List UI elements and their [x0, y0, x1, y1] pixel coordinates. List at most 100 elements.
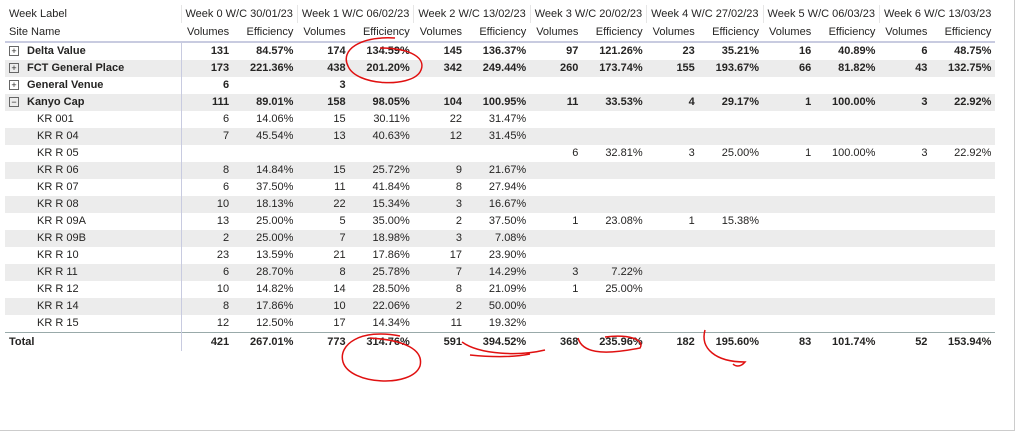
value-cell	[698, 264, 764, 281]
expander[interactable]: +	[9, 80, 19, 91]
value-cell	[815, 179, 879, 196]
value-cell: 221.36%	[233, 60, 298, 77]
site-cell: KR R 09B	[5, 230, 182, 247]
value-cell: 22.92%	[931, 94, 996, 111]
value-cell	[931, 213, 995, 230]
site-cell: KR R 11	[5, 264, 182, 281]
value-cell: 16.67%	[465, 196, 531, 213]
site-cell: KR R 06	[5, 162, 182, 179]
value-cell	[763, 230, 816, 247]
value-cell: 17	[449, 249, 462, 261]
value-cell: 2	[181, 230, 234, 247]
expander[interactable]: −	[9, 97, 19, 108]
value-cell: 1	[572, 215, 579, 227]
value-cell: 25.72%	[349, 162, 414, 179]
site-cell: KR R 14	[5, 298, 182, 315]
value-cell	[530, 247, 582, 264]
value-cell	[879, 196, 932, 213]
week-header: Week 5 W/C 06/03/23	[762, 5, 880, 23]
value-cell	[466, 145, 530, 162]
value-cell	[931, 281, 995, 298]
value-cell	[181, 145, 233, 162]
expander[interactable]: +	[9, 63, 19, 74]
value-cell: 3	[688, 147, 695, 159]
data-row: KR 001 6 14.06% 15 30.11% 22 31.47%	[5, 111, 995, 128]
value-cell: 201.20%	[349, 60, 414, 77]
site-name: KR R 09B	[37, 232, 86, 244]
value-cell: 3	[339, 79, 346, 91]
site-cell: − Kanyo Cap	[5, 94, 182, 111]
value-cell	[530, 162, 583, 179]
value-cell: 3	[921, 147, 928, 159]
value-cell	[815, 128, 880, 145]
value-cell: 6	[921, 45, 928, 57]
value-cell: 21.09%	[488, 283, 527, 295]
value-cell: 16	[798, 45, 812, 57]
value-cell: 35.21%	[721, 45, 760, 57]
value-cell	[763, 162, 816, 179]
value-cell: 136.37%	[482, 45, 527, 57]
value-cell: 81.82%	[815, 60, 880, 77]
measure-header: Efficiency	[931, 23, 996, 43]
value-cell	[699, 179, 763, 196]
value-cell: 6	[223, 79, 230, 91]
value-cell: 13	[297, 128, 350, 145]
value-cell	[646, 196, 699, 213]
value-cell: 48.75%	[954, 45, 992, 57]
total-cell: 101.74%	[815, 332, 880, 351]
value-cell	[647, 315, 699, 333]
site-cell: KR 001	[5, 111, 182, 128]
value-cell: 7	[413, 264, 466, 281]
value-cell: 14.34%	[372, 317, 410, 329]
value-cell: 6	[181, 264, 234, 281]
week-header: Week 0 W/C 30/01/23	[180, 5, 298, 23]
value-cell	[763, 315, 815, 333]
total-cell: 83	[763, 332, 816, 351]
site-name: Kanyo Cap	[27, 96, 85, 108]
value-cell	[763, 196, 816, 213]
total-cell: 153.94%	[931, 332, 996, 351]
value-cell: 50.00%	[465, 298, 531, 315]
value-cell: 155	[646, 60, 699, 77]
measure-header: Volumes	[413, 23, 466, 43]
value-cell: 21	[333, 249, 346, 261]
data-row: KR R 15 12 12.50% 17 14.34% 11 19.32%	[5, 315, 995, 333]
measure-header: Volumes	[879, 23, 932, 43]
value-cell: 19.32%	[488, 317, 527, 329]
site-name: KR R 12	[37, 283, 79, 295]
expander[interactable]: +	[9, 46, 19, 57]
value-cell: 7.08%	[465, 230, 531, 247]
value-cell	[815, 230, 880, 247]
value-cell	[699, 247, 763, 264]
week-header: Week 6 W/C 13/03/23	[878, 5, 996, 23]
value-cell	[699, 281, 763, 298]
site-cell: KR R 08	[5, 196, 182, 213]
value-cell: 97	[566, 45, 579, 57]
week-header: Week 3 W/C 20/02/23	[529, 5, 647, 23]
value-cell: 35.00%	[372, 215, 410, 227]
measure-header: Efficiency	[582, 23, 647, 43]
value-cell: 28.50%	[372, 283, 410, 295]
measure-header: Efficiency	[465, 23, 531, 43]
data-row: KR R 12 10 14.82% 14 28.50% 8 21.09% 1 25.00%	[5, 281, 995, 298]
value-cell	[350, 77, 414, 94]
site-cell: KR R 05	[5, 145, 182, 162]
site-cell: KR R 15	[5, 315, 182, 333]
value-cell: 100.95%	[465, 94, 531, 111]
value-cell	[530, 179, 582, 196]
value-cell: 25.78%	[349, 264, 414, 281]
measure-header: Volumes	[763, 23, 816, 43]
value-cell: 14.29%	[465, 264, 531, 281]
value-cell: 89.01%	[233, 94, 298, 111]
total-cell: 591	[413, 332, 466, 351]
total-cell: 314.76%	[349, 332, 414, 351]
value-cell	[582, 196, 647, 213]
value-cell: 10	[297, 298, 350, 315]
value-cell	[879, 315, 931, 333]
value-cell	[931, 179, 995, 196]
value-cell	[815, 213, 879, 230]
value-cell: 30.11%	[373, 113, 410, 125]
value-cell: 173	[181, 60, 234, 77]
value-cell: 25.00%	[605, 283, 643, 295]
value-cell	[763, 281, 815, 298]
